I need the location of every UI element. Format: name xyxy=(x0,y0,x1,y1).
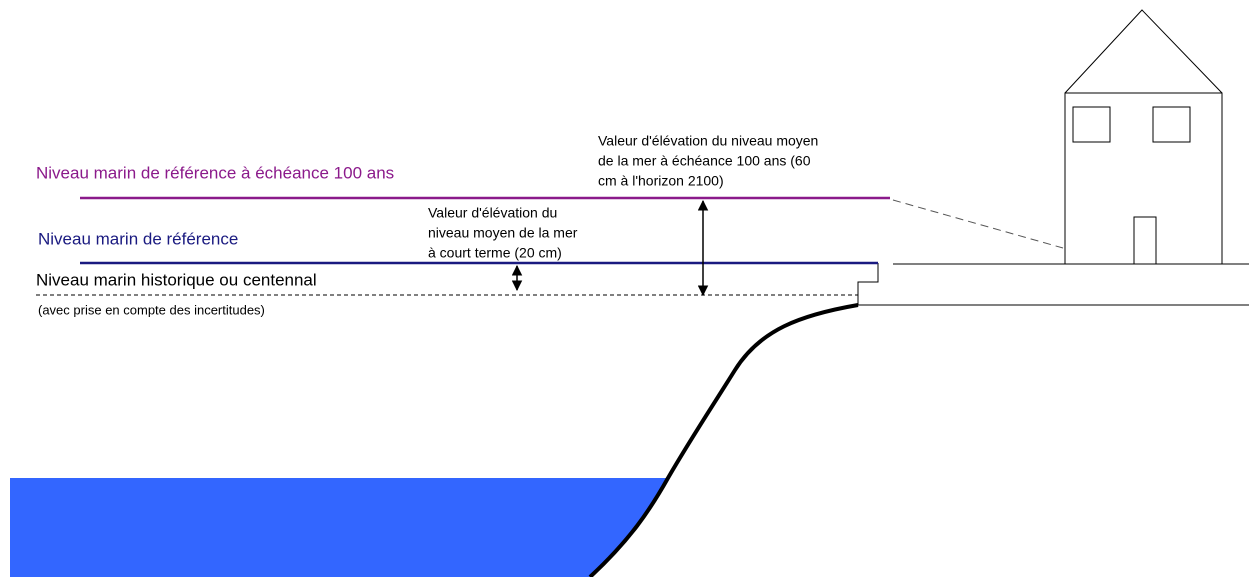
long-term-text: cm à l'horizon 2100) xyxy=(598,173,724,189)
sea xyxy=(10,478,668,577)
long-term-text: Valeur d'élévation du niveau moyen xyxy=(598,133,818,149)
historic-level-label: Niveau marin historique ou centennal xyxy=(36,270,317,289)
historic-level-note: (avec prise en compte des incertitudes) xyxy=(38,302,265,317)
house xyxy=(1064,9,1223,265)
long-term-text: de la mer à échéance 100 ans (60 xyxy=(598,153,811,169)
short-term-text: à court terme (20 cm) xyxy=(428,245,562,261)
reference-level-label: Niveau marin de référence xyxy=(38,229,238,248)
shore-step xyxy=(857,263,1249,306)
future-level-label: Niveau marin de référence à échéance 100… xyxy=(36,163,394,182)
short-term-text: Valeur d'élévation du xyxy=(428,205,557,221)
projection-line xyxy=(892,199,1064,249)
cliff xyxy=(588,303,859,577)
short-term-text: niveau moyen de la mer xyxy=(428,225,578,241)
